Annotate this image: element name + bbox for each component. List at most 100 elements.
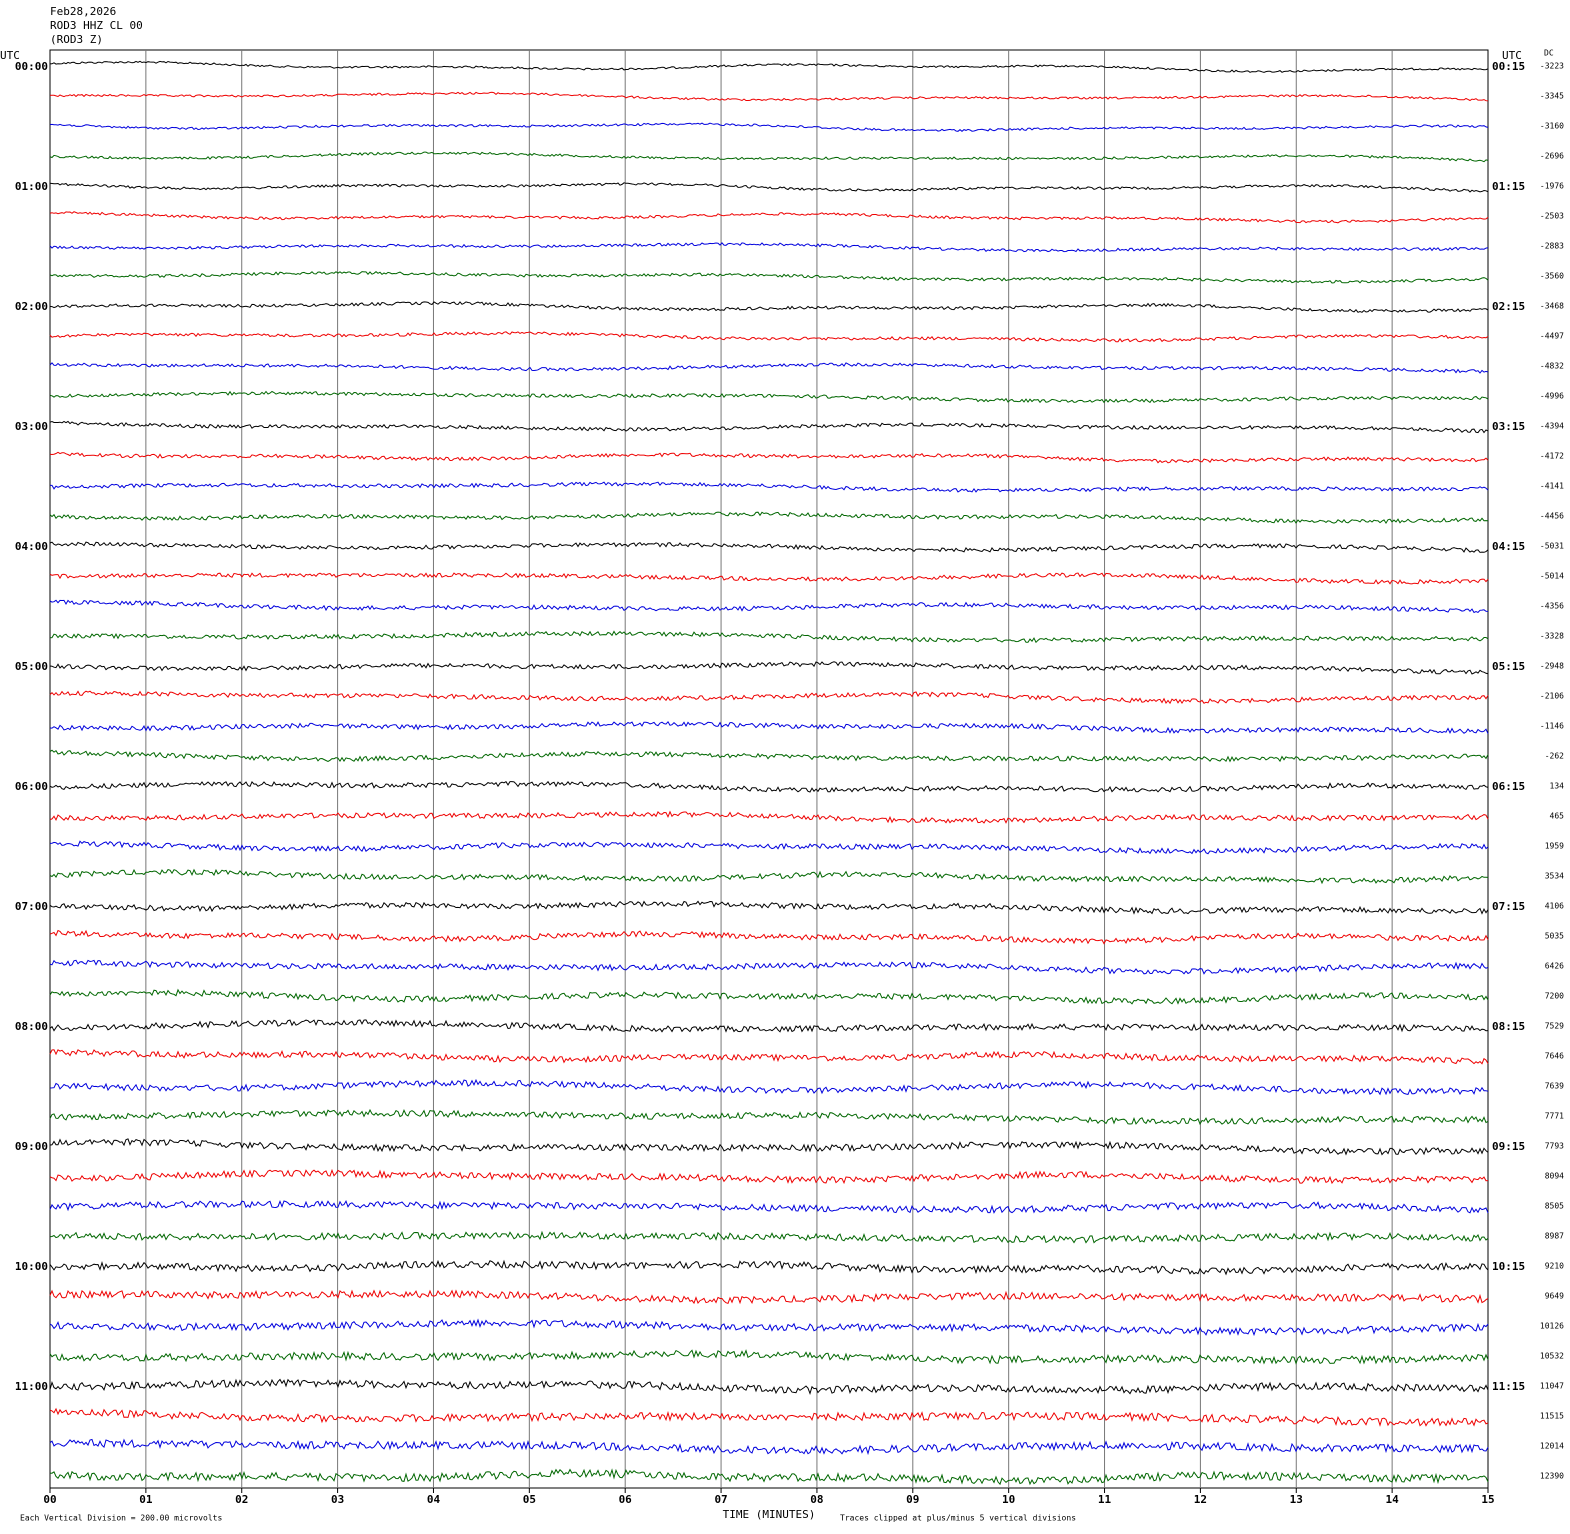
trace xyxy=(49,301,1489,313)
trace xyxy=(49,390,1489,404)
right-time-label: 10:15 xyxy=(1492,1260,1525,1273)
trace xyxy=(49,1168,1489,1185)
trace xyxy=(49,1318,1489,1337)
trace xyxy=(49,451,1489,464)
right-time-label: 03:15 xyxy=(1492,420,1525,433)
trace xyxy=(49,1019,1489,1033)
left-time-label: 03:00 xyxy=(15,420,48,433)
dc-value: 12014 xyxy=(1540,1442,1564,1451)
dc-value: 10532 xyxy=(1540,1352,1564,1361)
left-time-label: 07:00 xyxy=(15,900,48,913)
x-tick-label: 15 xyxy=(1481,1493,1494,1506)
dc-value: 7529 xyxy=(1545,1022,1564,1031)
dc-value: -3223 xyxy=(1540,62,1564,71)
trace xyxy=(49,572,1489,585)
dc-value: -2503 xyxy=(1540,212,1564,221)
trace xyxy=(49,599,1489,614)
dc-value: -262 xyxy=(1545,752,1564,761)
trace xyxy=(49,988,1489,1005)
trace xyxy=(49,929,1489,945)
x-tick-label: 03 xyxy=(331,1493,344,1506)
trace xyxy=(49,541,1489,553)
dc-value: -4456 xyxy=(1540,512,1564,521)
dc-value: -2106 xyxy=(1540,692,1564,701)
x-tick-label: 14 xyxy=(1386,1493,1400,1506)
dc-value: 7639 xyxy=(1545,1082,1564,1091)
x-tick-label: 12 xyxy=(1194,1493,1207,1506)
trace xyxy=(49,511,1489,525)
dc-value: 7200 xyxy=(1545,992,1564,1001)
dc-value: 8987 xyxy=(1545,1232,1564,1241)
trace xyxy=(49,1349,1489,1365)
left-axis-title: UTC xyxy=(0,49,20,62)
x-tick-label: 02 xyxy=(235,1493,248,1506)
left-time-label: 11:00 xyxy=(15,1380,48,1393)
trace xyxy=(49,1138,1489,1156)
dc-value: -4141 xyxy=(1540,482,1564,491)
trace xyxy=(49,122,1489,132)
right-time-label: 01:15 xyxy=(1492,180,1525,193)
dc-value: -3468 xyxy=(1540,302,1564,311)
trace xyxy=(49,1200,1489,1214)
trace xyxy=(49,1289,1489,1305)
x-tick-label: 06 xyxy=(619,1493,633,1506)
dc-value: -3560 xyxy=(1540,272,1564,281)
trace xyxy=(49,1259,1489,1276)
dc-value: 3534 xyxy=(1545,872,1564,881)
trace xyxy=(49,959,1489,975)
dc-value: 6426 xyxy=(1545,962,1564,971)
dc-value: -4172 xyxy=(1540,452,1564,461)
left-time-label: 09:00 xyxy=(15,1140,48,1153)
dc-value: -4356 xyxy=(1540,602,1564,611)
component: (ROD3 Z) xyxy=(50,33,103,46)
right-time-label: 08:15 xyxy=(1492,1020,1525,1033)
dc-value: 12390 xyxy=(1540,1472,1564,1481)
dc-value: -2696 xyxy=(1540,152,1564,161)
trace xyxy=(49,211,1489,224)
trace xyxy=(49,1378,1489,1395)
dc-value: 465 xyxy=(1550,812,1565,821)
dc-value: -5014 xyxy=(1540,572,1564,581)
trace xyxy=(49,749,1489,763)
trace xyxy=(49,720,1489,734)
dc-value: -2883 xyxy=(1540,242,1564,251)
left-time-label: 10:00 xyxy=(15,1260,48,1273)
footer-clip: Traces clipped at plus/minus 5 vertical … xyxy=(840,1514,1076,1523)
right-axis-title: UTC xyxy=(1502,49,1522,62)
dc-value: -4394 xyxy=(1540,422,1564,431)
x-tick-label: 10 xyxy=(1002,1493,1015,1506)
trace xyxy=(49,242,1489,253)
dc-value: 8094 xyxy=(1545,1172,1564,1181)
plot-frame xyxy=(49,49,1489,1489)
dc-value: 4106 xyxy=(1545,902,1564,911)
dc-value: -4832 xyxy=(1540,362,1564,371)
right-time-label: 09:15 xyxy=(1492,1140,1525,1153)
dc-value: 9649 xyxy=(1545,1292,1564,1301)
trace xyxy=(49,1468,1489,1486)
dc-value: -1976 xyxy=(1540,182,1564,191)
x-tick-label: 13 xyxy=(1290,1493,1303,1506)
right-time-label: 04:15 xyxy=(1492,540,1525,553)
dc-value: -4497 xyxy=(1540,332,1564,341)
trace xyxy=(49,331,1489,343)
dc-value: 7793 xyxy=(1545,1142,1564,1151)
right-time-label: 11:15 xyxy=(1492,1380,1525,1393)
trace xyxy=(49,91,1489,102)
x-tick-label: 04 xyxy=(427,1493,441,1506)
dc-value: 9210 xyxy=(1545,1262,1564,1271)
dc-title: DC xyxy=(1544,49,1554,58)
right-time-label: 02:15 xyxy=(1492,300,1525,313)
trace xyxy=(50,481,1489,493)
x-tick-label: 05 xyxy=(523,1493,536,1506)
trace xyxy=(49,1438,1489,1456)
trace xyxy=(49,1230,1489,1244)
trace xyxy=(49,271,1489,284)
x-tick-label: 08 xyxy=(810,1493,823,1506)
trace xyxy=(49,1108,1489,1126)
dc-value: 11047 xyxy=(1540,1382,1564,1391)
trace xyxy=(49,420,1489,434)
trace xyxy=(49,780,1489,793)
trace xyxy=(49,690,1489,705)
x-tick-label: 07 xyxy=(714,1493,727,1506)
